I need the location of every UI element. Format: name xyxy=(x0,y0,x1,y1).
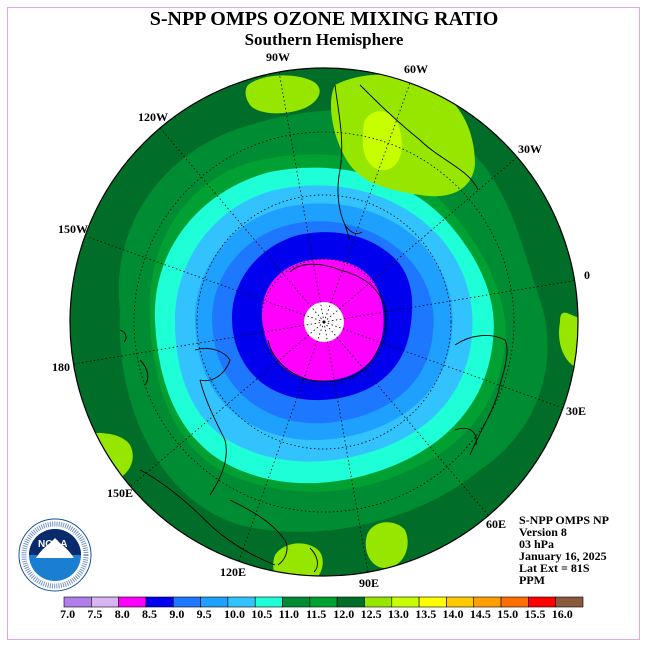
map-subtitle: Southern Hemisphere xyxy=(244,30,404,49)
colorbar-label: 8.0 xyxy=(114,607,130,621)
colorbar-swatch xyxy=(254,596,283,608)
lon-label-150w: 150W xyxy=(58,222,88,236)
contour-band-12-5-patch-south xyxy=(365,522,408,569)
colorbar-swatch xyxy=(418,596,447,608)
noaa-logo xyxy=(18,518,92,592)
coastlines xyxy=(119,84,508,573)
info-block: S-NPP OMPS NP Version 8 03 hPa January 1… xyxy=(519,514,609,586)
meridians xyxy=(73,71,578,573)
info-line-date: January 16, 2025 xyxy=(519,549,607,563)
map-title: S-NPP OMPS OZONE MIXING RATIO xyxy=(149,8,499,30)
colorbar-swatch xyxy=(473,596,502,608)
lon-label-30w: 30W xyxy=(518,142,542,156)
info-line-version: Version 8 xyxy=(519,525,567,539)
colorbar-swatch xyxy=(309,596,338,608)
colorbar-label: 11.5 xyxy=(305,607,327,621)
colorbar-label: 13.0 xyxy=(387,607,409,621)
colorbar-swatch xyxy=(145,596,174,608)
colorbar-swatch xyxy=(391,596,420,608)
colorbar-swatch xyxy=(227,596,256,608)
colorbar-swatch xyxy=(63,596,92,608)
lon-label-30e: 30E xyxy=(566,404,587,418)
colorbar-swatch xyxy=(364,596,393,608)
lon-label-60e: 60E xyxy=(486,517,507,531)
colorbar-label: 15.0 xyxy=(497,607,519,621)
colorbar-swatch xyxy=(172,596,201,608)
colorbar-label: 13.5 xyxy=(415,607,437,621)
colorbar-label: 10.0 xyxy=(223,607,245,621)
lon-label-90e: 90E xyxy=(359,576,380,590)
colorbar-label: 9.0 xyxy=(169,607,185,621)
info-line-lat-ext: Lat Ext = 81S xyxy=(519,561,590,575)
noaa-logo-text: NOAA xyxy=(38,539,68,550)
contour-band-12-5-patch-east xyxy=(559,312,578,368)
plot-frame xyxy=(7,7,640,640)
colorbar-label: 12.5 xyxy=(360,607,382,621)
colorbar-swatch xyxy=(528,596,556,608)
colorbar-label: 10.5 xyxy=(251,607,273,621)
contour-band-12-5-patch-south-america xyxy=(330,74,475,197)
colorbar-label: 7.5 xyxy=(87,607,103,621)
lon-label-120w: 120W xyxy=(138,110,168,124)
info-line-units: PPM xyxy=(519,573,545,587)
colorbar-swatch xyxy=(500,596,529,608)
colorbar-label: 16.0 xyxy=(551,607,573,621)
colorbar-label: 14.0 xyxy=(442,607,464,621)
colorbar-swatch xyxy=(555,596,584,608)
lon-label-60w: 60W xyxy=(404,62,428,76)
colorbar-label: 9.5 xyxy=(196,607,212,621)
lon-label-180: 180 xyxy=(52,360,70,374)
contour-band-13-0-patch-south-america xyxy=(362,111,402,171)
map-boundary xyxy=(69,67,579,577)
info-line-satellite: S-NPP OMPS NP xyxy=(519,513,609,527)
colorbar-swatch xyxy=(446,596,475,608)
colorbar-swatch xyxy=(282,596,311,608)
lon-label-120e: 120E xyxy=(220,565,247,579)
latitude-circles xyxy=(133,131,515,513)
info-line-level: 03 hPa xyxy=(519,537,555,551)
contour-band-12-5-patch-top xyxy=(245,75,320,114)
colorbar-swatch xyxy=(91,596,119,608)
lon-label-0: 0 xyxy=(584,268,590,282)
colorbar-label: 7.0 xyxy=(60,607,76,621)
colorbar-label: 14.5 xyxy=(469,607,491,621)
colorbar-swatch xyxy=(336,596,365,608)
colorbar-label: 11.0 xyxy=(278,607,299,621)
colorbar-swatch xyxy=(118,596,147,608)
colorbar-label: 15.5 xyxy=(524,607,546,621)
south-pole-marker xyxy=(322,320,326,324)
lon-label-150e: 150E xyxy=(107,486,134,500)
colorbar-label: 12.0 xyxy=(333,607,355,621)
noaa-logo-ring-text xyxy=(21,521,89,589)
colorbar-label: 8.5 xyxy=(142,607,158,621)
colorbar-swatch xyxy=(200,596,229,608)
lon-label-90w: 90W xyxy=(266,50,290,64)
